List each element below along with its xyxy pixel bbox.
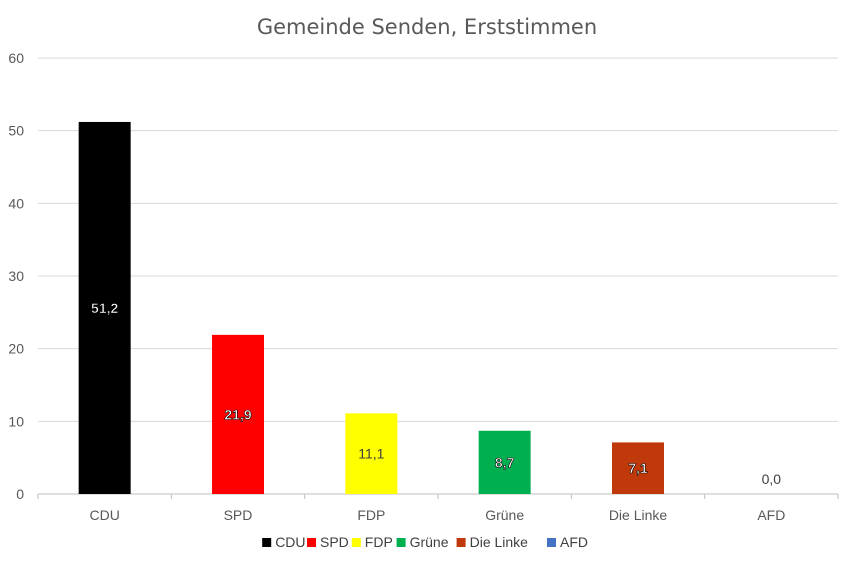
bar <box>212 334 264 494</box>
legend-label: CDU <box>275 534 305 550</box>
legend-swatch <box>351 538 361 547</box>
legend-swatch <box>396 538 406 547</box>
y-tick-label: 40 <box>8 195 24 211</box>
y-tick-label: 60 <box>8 50 24 66</box>
legend-label: Grüne <box>410 534 449 550</box>
y-axis-ticks: 0 10 20 30 40 50 60 <box>8 50 24 502</box>
legend-swatch <box>547 538 556 547</box>
legend-label: AFD <box>560 534 588 550</box>
y-tick-label: 30 <box>8 268 24 284</box>
legend-label: Die Linke <box>470 534 529 550</box>
bar <box>612 442 664 494</box>
legend-label: FDP <box>365 534 393 550</box>
bars <box>78 121 664 495</box>
gridlines <box>37 57 839 499</box>
x-category-label: AFD <box>757 507 785 523</box>
legend-swatch <box>456 538 466 547</box>
data-label: 8,7 <box>495 454 515 470</box>
chart-title: Gemeinde Senden, Erststimmen <box>257 15 597 39</box>
x-axis-labels: CDU SPD FDP Grüne Die Linke AFD <box>89 507 785 523</box>
legend-label: SPD <box>320 534 349 550</box>
bar <box>345 413 398 494</box>
legend: CDU SPD FDP Grüne Die Linke AFD <box>262 534 588 550</box>
data-label: 0,0 <box>762 471 782 487</box>
x-category-label: SPD <box>224 507 253 523</box>
y-tick-label: 10 <box>8 413 24 429</box>
x-category-label: FDP <box>357 507 385 523</box>
data-label: 51,2 <box>91 300 118 316</box>
x-category-label: Grüne <box>485 507 524 523</box>
data-label: 21,9 <box>224 406 251 422</box>
legend-swatch <box>262 538 272 547</box>
data-labels: 51,2 21,9 11,1 8,7 7,1 0,0 <box>91 300 782 487</box>
legend-swatch <box>307 538 316 547</box>
bar <box>78 121 131 495</box>
x-category-label: CDU <box>89 507 119 523</box>
data-label: 7,1 <box>628 460 648 476</box>
y-tick-label: 0 <box>16 486 24 502</box>
data-label: 11,1 <box>358 446 384 462</box>
bar <box>478 430 531 494</box>
x-category-label: Die Linke <box>609 507 668 523</box>
y-tick-label: 50 <box>8 123 24 139</box>
y-tick-label: 20 <box>8 341 24 357</box>
